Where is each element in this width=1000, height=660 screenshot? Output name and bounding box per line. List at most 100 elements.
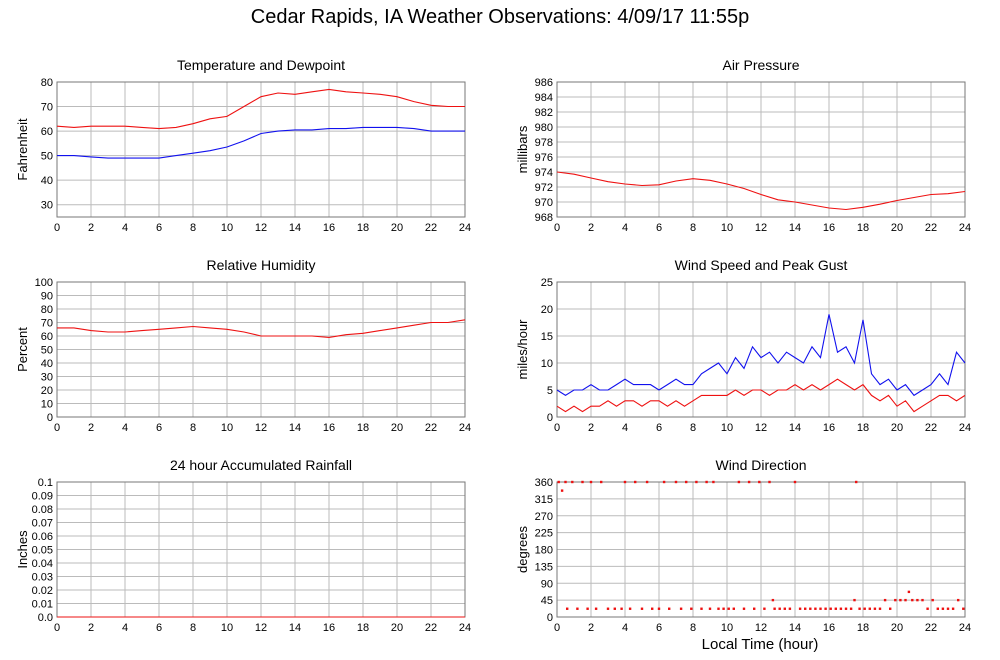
y-tick-label: 976 — [535, 152, 553, 164]
y-tick-label: 0.01 — [32, 599, 53, 611]
y-tick-label: 90 — [541, 578, 553, 590]
data-point — [946, 607, 950, 610]
y-tick-label: 0.02 — [32, 585, 53, 597]
data-point — [951, 607, 955, 610]
x-tick-label: 2 — [588, 222, 594, 234]
data-point — [916, 598, 919, 602]
plot-border — [56, 81, 466, 218]
y-tick-label: 0 — [547, 412, 553, 424]
data-point — [566, 607, 569, 610]
data-point — [586, 607, 589, 610]
x-tick-label: 10 — [721, 222, 733, 234]
data-point — [657, 607, 661, 610]
y-tick-label: 315 — [535, 494, 553, 506]
y-tick-label: 70 — [41, 102, 53, 114]
data-point — [576, 607, 579, 610]
x-tick-label: 14 — [289, 422, 301, 434]
x-tick-label: 4 — [122, 622, 128, 634]
data-point — [623, 480, 627, 484]
y-tick-label: 15 — [541, 331, 553, 343]
x-tick-label: 14 — [789, 622, 801, 634]
data-point — [863, 607, 866, 610]
x-tick-label: 0 — [554, 422, 560, 434]
y-tick-label: 0.1 — [38, 477, 53, 489]
x-tick-label: 20 — [391, 222, 403, 234]
x-tick-label: 2 — [88, 422, 94, 434]
x-tick-label: 12 — [255, 222, 267, 234]
plot-border — [556, 481, 966, 618]
x-tick-label: 20 — [391, 622, 403, 634]
data-point — [695, 480, 698, 484]
data-point — [839, 607, 843, 610]
data-point — [793, 480, 797, 484]
y-axis-label: Inches — [15, 530, 30, 569]
y-tick-label: 40 — [41, 358, 53, 370]
data-point — [783, 607, 786, 610]
data-point — [564, 480, 567, 484]
data-point — [873, 607, 877, 610]
x-tick-label: 4 — [622, 422, 628, 434]
x-tick-label: 22 — [425, 622, 437, 634]
x-tick-label: 0 — [54, 222, 60, 234]
x-tick-label: 2 — [588, 622, 594, 634]
data-point — [753, 607, 756, 610]
x-tick-label: 0 — [54, 422, 60, 434]
y-tick-label: 180 — [535, 545, 553, 557]
x-tick-label: 0 — [54, 622, 60, 634]
y-tick-label: 0.06 — [32, 531, 53, 543]
y-axis-label: Percent — [15, 327, 30, 372]
data-point — [911, 598, 914, 602]
page-title: Cedar Rapids, IA Weather Observations: 4… — [250, 6, 750, 28]
x-tick-label: 2 — [588, 422, 594, 434]
chart-title: Wind Direction — [715, 457, 806, 473]
chart-title: Air Pressure — [722, 57, 799, 73]
x-tick-label: 10 — [721, 622, 733, 634]
y-tick-label: 5 — [547, 385, 553, 397]
y-tick-label: 0 — [47, 412, 53, 424]
y-tick-label: 30 — [41, 372, 53, 384]
y-tick-label: 30 — [41, 200, 53, 212]
x-tick-label: 22 — [425, 222, 437, 234]
data-point — [941, 607, 945, 610]
data-point — [571, 480, 574, 484]
data-point — [613, 607, 616, 610]
x-tick-label: 24 — [459, 622, 471, 634]
y-tick-label: 10 — [541, 358, 553, 370]
x-tick-label: 4 — [622, 622, 628, 634]
y-tick-label: 270 — [535, 511, 553, 523]
series-line — [556, 171, 966, 211]
series-line — [57, 126, 465, 159]
y-tick-label: 0.08 — [32, 504, 53, 516]
y-axis-label: degrees — [515, 526, 530, 573]
data-point — [737, 480, 741, 484]
data-point — [640, 607, 644, 610]
y-axis-label: millibars — [515, 125, 530, 173]
data-point — [557, 480, 560, 484]
x-tick-label: 16 — [323, 222, 335, 234]
data-point — [858, 607, 861, 610]
data-point — [742, 607, 746, 610]
data-point — [685, 480, 688, 484]
y-tick-label: 986 — [535, 77, 553, 89]
data-point — [883, 598, 887, 602]
y-tick-label: 0.03 — [32, 572, 53, 584]
data-point — [899, 598, 902, 602]
y-tick-label: 70 — [41, 318, 53, 330]
data-point — [878, 607, 882, 610]
chart-title: Temperature and Dewpoint — [177, 57, 345, 73]
chart-title: Relative Humidity — [207, 257, 316, 273]
x-tick-label: 12 — [255, 422, 267, 434]
y-tick-label: 100 — [35, 277, 53, 289]
data-point — [589, 480, 593, 484]
data-point — [926, 607, 929, 610]
y-tick-label: 972 — [535, 182, 553, 194]
data-point — [717, 607, 720, 610]
x-tick-label: 8 — [190, 422, 196, 434]
data-point — [853, 598, 856, 602]
data-point — [809, 607, 812, 610]
